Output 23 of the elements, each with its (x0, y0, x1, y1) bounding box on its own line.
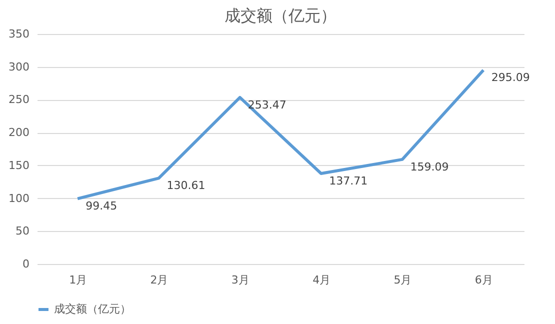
y-tick-label: 150 (8, 158, 30, 172)
y-tick-label: 350 (8, 28, 30, 40)
data-label: 130.61 (166, 179, 206, 192)
x-tick-label: 6月 (474, 274, 493, 286)
y-tick-label: 200 (8, 126, 30, 140)
y-tick-label: 50 (16, 224, 30, 238)
y-tick-label: 250 (8, 93, 30, 106)
x-tick-label: 5月 (394, 274, 412, 286)
x-tick-label: 2月 (150, 274, 168, 286)
data-label: 159.09 (410, 160, 449, 174)
x-tick-label: 3月 (231, 274, 250, 286)
y-tick-label: 300 (8, 60, 30, 74)
data-label: 99.45 (86, 200, 118, 213)
chart-title: 成交额（亿元） (224, 6, 336, 25)
y-tick-label: 0 (22, 258, 30, 270)
line-series (76, 68, 485, 200)
x-tick-label: 4月 (312, 274, 331, 286)
x-tick-label: 1月 (69, 274, 88, 286)
legend-label: 成交额（亿元） (54, 302, 131, 316)
data-label: 295.09 (491, 71, 530, 84)
data-label: 253.47 (248, 98, 286, 112)
data-label: 137.71 (329, 174, 368, 188)
y-tick-label: 100 (8, 192, 30, 205)
